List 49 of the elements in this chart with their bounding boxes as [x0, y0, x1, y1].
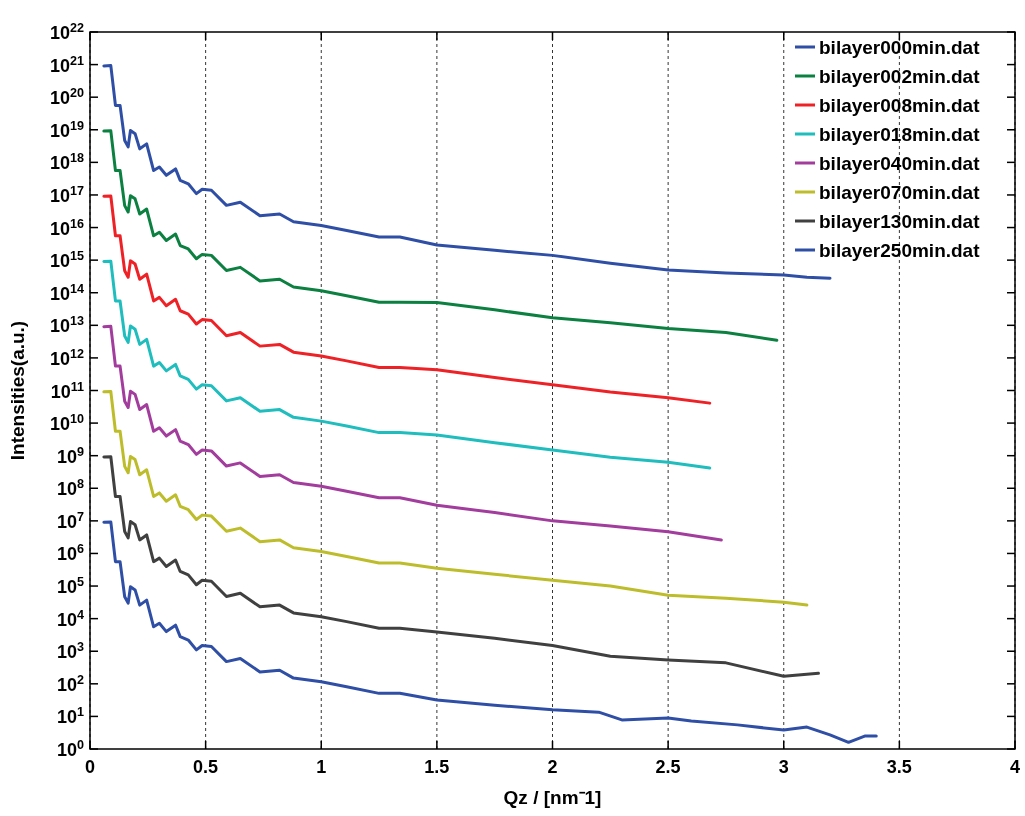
y-tick-label: 10$^{0}$ [56, 738, 84, 760]
y-tick-label: 10$^{21}$ [49, 53, 84, 76]
y-tick-label: 10$^{3}$ [56, 640, 84, 663]
legend-label: bilayer250min.dat [819, 240, 981, 261]
y-tick-label: 10$^{13}$ [49, 314, 84, 337]
y-tick-label: 10$^{14}$ [49, 281, 84, 304]
x-tick-label: 2.5 [655, 757, 681, 777]
legend-label: bilayer040min.dat [819, 153, 981, 174]
y-tick-label: 10$^{19}$ [49, 118, 84, 141]
line-series [102, 324, 723, 542]
y-tick-label: 10$^{6}$ [56, 542, 84, 565]
legend-label: bilayer130min.dat [819, 211, 981, 232]
y-tick-label: 10$^{18}$ [49, 151, 84, 174]
x-tick-label: 1 [316, 757, 327, 777]
line-series [102, 390, 809, 607]
y-tick-label: 10$^{9}$ [56, 444, 84, 467]
y-tick-label: 10$^{22}$ [49, 21, 84, 43]
legend-label: bilayer008min.dat [819, 95, 981, 116]
y-tick-label: 10$^{2}$ [56, 672, 84, 695]
y-tick-label: 10$^{4}$ [56, 607, 84, 630]
legend-label: bilayer070min.dat [819, 182, 981, 203]
legend-label: bilayer000min.dat [819, 37, 981, 58]
legend-label: bilayer002min.dat [819, 66, 981, 87]
line-series [102, 259, 712, 470]
y-tick-label: 10$^{1}$ [56, 705, 84, 728]
x-tick-label: 0 [84, 757, 96, 777]
y-tick-label: 10$^{12}$ [49, 346, 84, 369]
line-series [102, 455, 820, 678]
x-tick-label: 3.5 [886, 757, 912, 777]
y-tick-label: 10$^{10}$ [49, 412, 84, 435]
y-tick-label: 10$^{16}$ [49, 216, 84, 239]
y-tick-label: 10$^{11}$ [50, 379, 84, 402]
y-tick-label: 10$^{20}$ [49, 86, 84, 109]
line-series [102, 520, 878, 744]
y-tick-label: 10$^{7}$ [56, 509, 84, 532]
y-tick-label: 10$^{8}$ [56, 477, 84, 500]
line-series [102, 194, 712, 405]
legend-label: bilayer018min.dat [819, 124, 981, 145]
y-tick-label: 10$^{15}$ [49, 249, 84, 272]
y-axis-title: Intensities(a.u.) [7, 320, 28, 461]
x-tick-label: 1.5 [424, 757, 450, 777]
x-axis-title: Qz / [nm⁻1] [503, 787, 602, 808]
x-tick-label: 3 [778, 757, 789, 777]
y-tick-label: 10$^{17}$ [49, 183, 84, 206]
y-tick-label: 10$^{5}$ [56, 575, 84, 598]
x-tick-label: 0.5 [193, 757, 219, 777]
line-series [102, 129, 779, 342]
x-tick-label: 2 [547, 757, 558, 777]
x-tick-label: 4 [1009, 757, 1021, 777]
